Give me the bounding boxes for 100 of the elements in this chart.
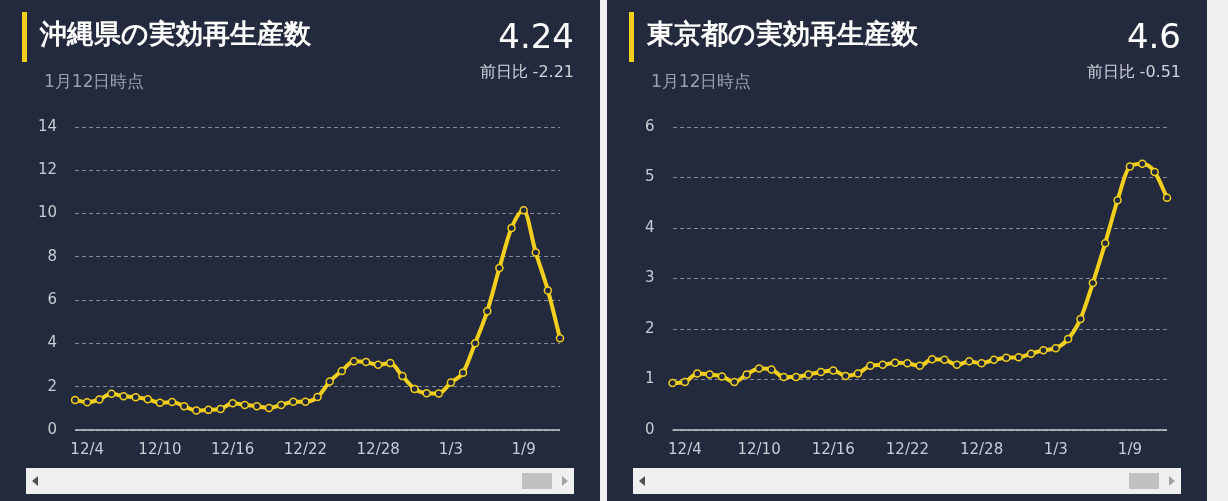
- point: [179, 401, 189, 411]
- text: 前日比 -2.21: [479, 62, 574, 83]
- chart-title: 東京都の実効再生産数: [647, 17, 918, 51]
- point: [264, 403, 274, 413]
- x-tick-label: 12/16: [211, 439, 255, 458]
- point: [276, 400, 286, 410]
- text: 4.24: [498, 16, 574, 56]
- point: [693, 369, 702, 378]
- y-tick-label: 8: [47, 246, 58, 265]
- point: [555, 333, 565, 343]
- point: [337, 366, 347, 376]
- y-tick-label: 6: [47, 290, 58, 309]
- point: [143, 395, 153, 404]
- point: [70, 395, 80, 405]
- y-tick-label: 6: [645, 116, 655, 135]
- chart-subtitle: 1月12日時点: [651, 70, 752, 93]
- chart-subtitle: 1月12日時点: [44, 70, 145, 93]
- point: [940, 355, 949, 365]
- point: [841, 371, 850, 381]
- point: [705, 370, 714, 379]
- y-tick-label: 2: [47, 376, 58, 395]
- point: [434, 389, 444, 398]
- point: [754, 364, 764, 373]
- point: [1100, 238, 1110, 248]
- point: [252, 401, 262, 411]
- point: [717, 372, 727, 381]
- point: [495, 263, 504, 273]
- point: [1138, 159, 1147, 169]
- point: [1051, 343, 1060, 353]
- point: [964, 357, 974, 366]
- point: [927, 355, 937, 364]
- y-tick-label: 4: [47, 333, 58, 352]
- x-tick-label: 12/22: [885, 439, 930, 458]
- x-tick-label: 12/10: [138, 439, 182, 458]
- point: [228, 398, 237, 408]
- point: [804, 370, 813, 379]
- x-tick-label: 12/4: [668, 439, 702, 458]
- point: [386, 358, 395, 368]
- x-tick-label: 1/9: [1117, 439, 1142, 458]
- x-tick-label: 12/22: [283, 439, 328, 458]
- point: [779, 372, 789, 382]
- x-tick-label: 12/28: [959, 439, 1004, 458]
- point: [373, 360, 383, 370]
- point: [1026, 349, 1036, 358]
- y-tick-label: 10: [37, 203, 58, 222]
- point: [204, 405, 213, 415]
- y-tick-label: 5: [645, 167, 655, 186]
- point: [1076, 314, 1085, 324]
- point: [192, 406, 201, 415]
- point: [107, 389, 116, 399]
- point: [155, 398, 165, 407]
- point: [470, 338, 480, 348]
- point: [952, 360, 962, 370]
- point: [730, 377, 739, 387]
- point: [680, 377, 690, 387]
- point: [890, 358, 900, 368]
- x-tick-label: 1/3: [438, 439, 463, 458]
- point: [531, 248, 540, 257]
- point: [767, 365, 776, 374]
- point: [1014, 353, 1023, 362]
- point: [349, 356, 359, 366]
- x-tick-label: 12/4: [70, 439, 105, 458]
- point: [216, 404, 225, 414]
- y-tick-label: 1: [645, 369, 655, 388]
- y-tick-label: 4: [645, 217, 655, 236]
- point: [240, 400, 250, 410]
- y-tick-label: 0: [645, 419, 655, 438]
- point: [853, 369, 863, 378]
- y-tick-label: 14: [37, 116, 58, 135]
- point: [903, 359, 912, 368]
- point: [119, 391, 128, 401]
- point: [989, 355, 999, 365]
- point: [422, 388, 431, 398]
- point: [458, 368, 468, 377]
- point: [1002, 353, 1011, 363]
- point: [519, 206, 528, 215]
- x-tick-label: 1/9: [511, 439, 536, 458]
- x-tick-label: 12/16: [811, 439, 855, 458]
- y-tick-label: 2: [645, 318, 655, 337]
- point: [866, 361, 875, 371]
- point: [131, 393, 140, 402]
- point: [507, 223, 516, 233]
- point: [668, 378, 677, 388]
- point: [289, 397, 298, 406]
- point: [325, 377, 334, 386]
- x-tick-label: 12/28: [356, 439, 400, 458]
- point: [742, 370, 751, 379]
- point: [398, 371, 407, 381]
- point: [1162, 193, 1172, 202]
- point: [828, 366, 838, 375]
- point: [167, 397, 177, 407]
- point: [1125, 162, 1135, 171]
- point: [1039, 345, 1048, 355]
- chart-title: 沖縄県の実効再生産数: [40, 17, 311, 51]
- point: [446, 378, 456, 387]
- point: [82, 398, 92, 407]
- point: [95, 395, 104, 404]
- x-tick-label: 1/3: [1043, 439, 1068, 458]
- y-tick-label: 12: [37, 160, 58, 179]
- text: 4.6: [1126, 16, 1181, 56]
